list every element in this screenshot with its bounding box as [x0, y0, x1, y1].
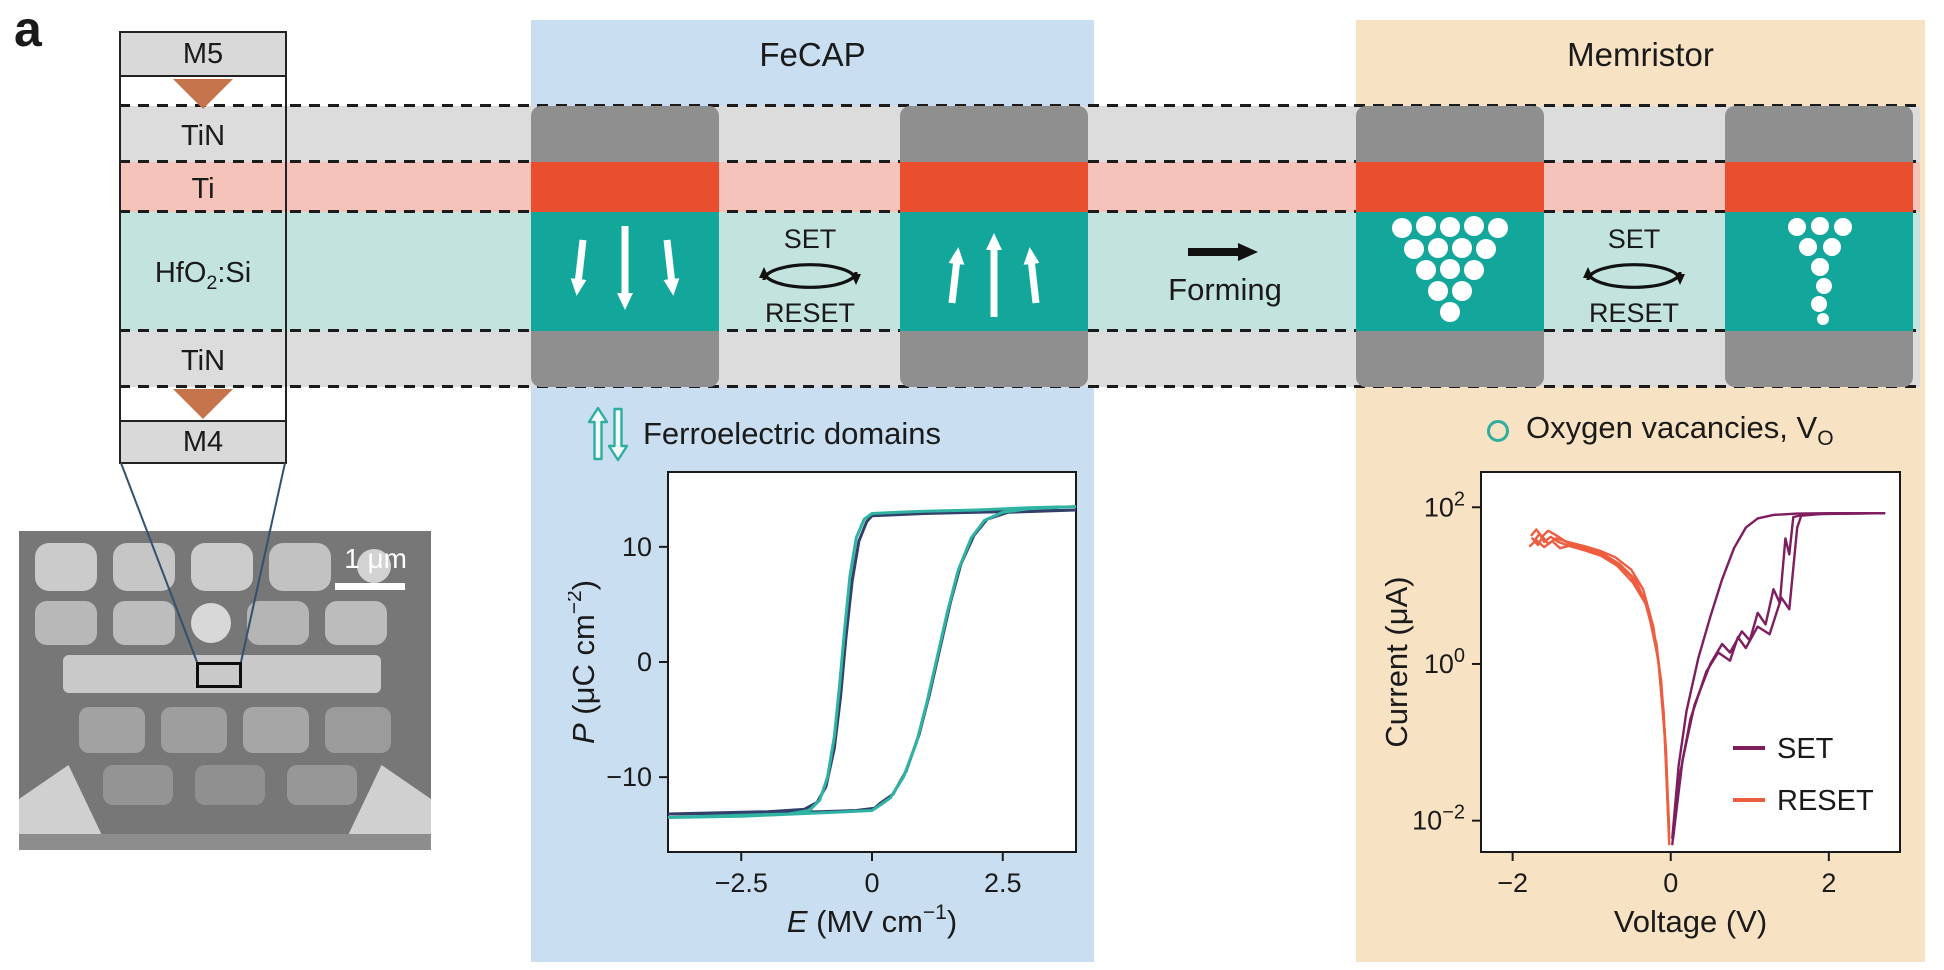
forming-arrow-icon	[1188, 243, 1258, 261]
svg-text:0: 0	[864, 868, 879, 898]
ferroelectric-domains-label: Ferroelectric domains	[643, 416, 942, 451]
sem-block	[113, 543, 175, 591]
svg-text:0: 0	[1663, 868, 1678, 898]
polarization-down-arrows-icon	[570, 226, 680, 310]
ferroelectric-domains-legend: Ferroelectric domains	[587, 405, 941, 463]
forming-step: Forming	[1125, 238, 1325, 308]
device-layer-tin-top	[1356, 106, 1544, 162]
via-bottom-icon	[173, 389, 233, 419]
fecap-reset-label: RESET	[764, 298, 856, 328]
device-layer-tin-bottom	[900, 331, 1088, 387]
svg-text:−2.5: −2.5	[715, 868, 768, 898]
oxygen-vacancies-legend: Oxygen vacancies, VO	[1484, 410, 1834, 451]
svg-text:2: 2	[1821, 868, 1836, 898]
fecap-device-polarization-down	[531, 106, 719, 387]
fecap-title: FeCAP	[759, 36, 866, 73]
fecap-device-polarization-up	[900, 106, 1088, 387]
sem-block	[247, 601, 309, 645]
sem-block	[161, 707, 227, 753]
device-layer-tin-top	[531, 106, 719, 162]
sem-block	[287, 765, 357, 805]
sem-block	[357, 549, 391, 583]
sem-block	[325, 601, 387, 645]
forming-label: Forming	[1168, 272, 1282, 307]
oxygen-vacancies-label: Oxygen vacancies, VO	[1526, 410, 1834, 451]
device-layer-ti	[1356, 162, 1544, 212]
device-layer-tin-top	[1725, 106, 1913, 162]
device-layer-tin-top	[900, 106, 1088, 162]
sem-image: 1 μm	[19, 531, 431, 850]
svg-text:0: 0	[637, 647, 652, 677]
svg-text:SET: SET	[1777, 733, 1834, 765]
memristor-device-formed	[1356, 106, 1544, 387]
tin-top-label: TiN	[180, 120, 226, 152]
sem-block	[35, 601, 97, 645]
panel-label: a	[14, 1, 42, 57]
memristor-reset-label: RESET	[1588, 298, 1680, 328]
sem-block	[195, 765, 265, 805]
sem-block	[191, 603, 231, 643]
sem-block	[113, 601, 175, 645]
svg-text:E (MV cm−1): E (MV cm−1)	[787, 901, 957, 939]
sem-block	[191, 543, 253, 591]
sem-callout-rect	[196, 662, 242, 688]
sem-block	[269, 543, 331, 591]
device-layer-tin-bottom	[531, 331, 719, 387]
sem-scale-bar-label: 1 μm	[344, 543, 407, 574]
polarization-up-arrows-icon	[948, 233, 1040, 317]
vacancy-circle-icon	[1487, 419, 1509, 442]
svg-text:2.5: 2.5	[984, 868, 1022, 898]
sem-substrate-strip	[19, 834, 431, 850]
fecap-set-reset-cycle: SET RESET	[722, 224, 898, 328]
m4-label: M4	[119, 420, 287, 464]
metal-stack-schematic: M5 TiN Ti HfO2:Si TiN M4	[119, 31, 287, 464]
svg-text:−10: −10	[606, 762, 652, 792]
tin-bottom-label: TiN	[180, 345, 226, 377]
device-layer-tin-bottom	[1356, 331, 1544, 387]
iv-switching-chart: −2 0 2 102 100 10−2 Voltage (V) Current (μA) SET…	[1379, 462, 1941, 942]
svg-text:Voltage (V): Voltage (V)	[1614, 904, 1767, 939]
ti-label: Ti	[191, 173, 215, 205]
sem-block	[325, 707, 391, 753]
device-layer-ti	[1725, 162, 1913, 212]
svg-text:102: 102	[1424, 488, 1465, 522]
svg-text:−2: −2	[1497, 868, 1528, 898]
via-top-icon	[173, 79, 233, 109]
oxygen-vacancy-partial-filament-icon	[1788, 217, 1852, 325]
fecap-set-label: SET	[783, 224, 837, 254]
sem-block	[103, 765, 173, 805]
svg-text:RESET: RESET	[1777, 785, 1874, 817]
memristor-set-reset-cycle: SET RESET	[1546, 224, 1722, 328]
device-layer-ti	[900, 162, 1088, 212]
sem-block	[35, 543, 97, 591]
cycle-arrows-icon	[1583, 263, 1685, 289]
sem-scale-bar	[335, 583, 405, 590]
layer-boundary-dashed-line	[119, 104, 1920, 107]
svg-text:100: 100	[1424, 645, 1465, 679]
memristor-set-label: SET	[1607, 224, 1661, 254]
svg-text:Current (μA): Current (μA)	[1381, 576, 1414, 747]
domain-arrows-icon	[587, 406, 629, 462]
svg-text:10−2: 10−2	[1412, 802, 1465, 836]
sem-block	[243, 707, 309, 753]
pe-hysteresis-chart: −2.5 0 2.5 10 0 −10 E (MV cm−1) P (μC cm−2)	[563, 462, 1108, 942]
cycle-arrows-icon	[759, 263, 861, 289]
oxygen-vacancy-filament-icon	[1392, 216, 1508, 322]
svg-text:P (μC cm−2): P (μC cm−2)	[568, 580, 601, 744]
memristor-device-reset-state	[1725, 106, 1913, 387]
device-layer-ti	[531, 162, 719, 212]
sem-block	[79, 707, 145, 753]
m5-label: M5	[119, 31, 287, 77]
hfo2-label: HfO2:Si	[154, 257, 252, 294]
memristor-title: Memristor	[1567, 36, 1714, 73]
device-layer-tin-bottom	[1725, 331, 1913, 387]
svg-text:10: 10	[622, 532, 652, 562]
